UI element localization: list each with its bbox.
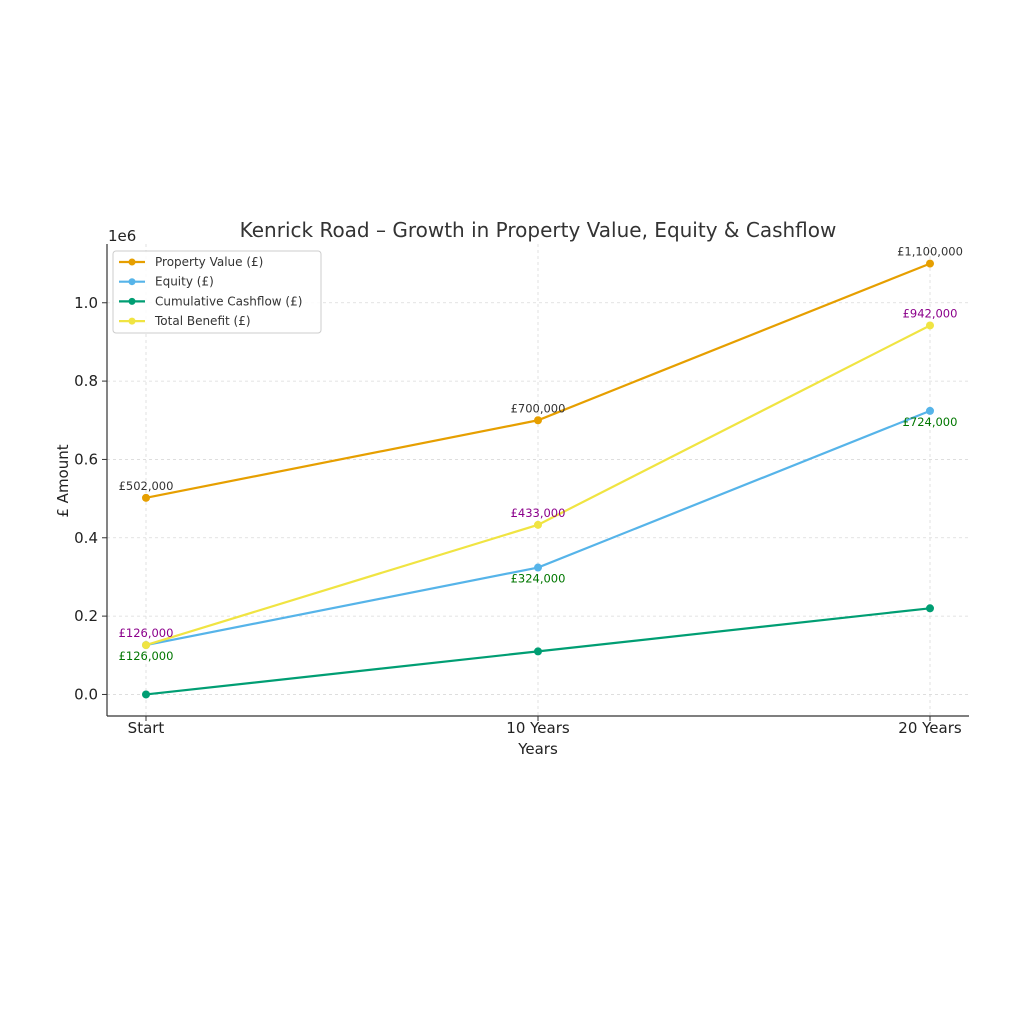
series-point-0-1 <box>534 416 542 425</box>
series-point-0-0 <box>142 493 150 502</box>
y-tick-label: 0.4 <box>74 529 98 547</box>
y-tick-label: 0.0 <box>74 685 98 703</box>
legend-marker-1 <box>128 278 136 286</box>
y-tick-label: 0.8 <box>74 372 98 390</box>
x-tick-label: 10 Years <box>506 719 570 737</box>
legend-label-2: Cumulative Cashflow (£) <box>155 294 302 308</box>
x-axis-ticks: Start 10 Years 20 Years <box>128 716 962 737</box>
data-label: £1,100,000 <box>897 245 963 259</box>
y-axis-ticks: 0.0 0.2 0.4 0.6 0.8 1.0 <box>74 294 107 703</box>
legend-label-3: Total Benefit (£) <box>154 314 251 328</box>
legend: Property Value (£) Equity (£) Cumulative C… <box>112 250 322 334</box>
series-point-3-1 <box>534 520 542 529</box>
x-tick-label: 20 Years <box>898 719 962 737</box>
series-point-3-2 <box>926 321 934 330</box>
data-label: £700,000 <box>511 401 566 415</box>
data-label: £126,000 <box>119 649 174 663</box>
series-point-3-0 <box>142 641 150 650</box>
data-labels: £502,000 £700,000 £1,100,000 £126,000 £433,0… <box>119 245 963 664</box>
x-tick-label: Start <box>128 719 165 737</box>
y-tick-label: 1.0 <box>74 294 98 312</box>
y-tick-label: 0.2 <box>74 607 98 625</box>
y-tick-label: 0.6 <box>74 450 98 468</box>
y-axis-label: £ Amount <box>54 444 72 517</box>
data-label: £724,000 <box>903 415 958 429</box>
series-lines <box>142 259 934 699</box>
series-point-2-1 <box>534 647 542 656</box>
x-axis-label: Years <box>517 740 558 758</box>
legend-box <box>112 250 322 334</box>
legend-label-0: Property Value (£) <box>155 255 263 269</box>
series-point-1-2 <box>926 406 934 415</box>
legend-marker-2 <box>128 297 136 305</box>
legend-marker-0 <box>128 258 136 266</box>
series-point-1-1 <box>534 563 542 572</box>
chart-title: Kenrick Road – Growth in Property Value,… <box>240 218 837 242</box>
axes <box>106 244 969 717</box>
data-label: £942,000 <box>903 306 958 320</box>
y-axis-offset-text: 1e6 <box>108 227 136 245</box>
data-label: £324,000 <box>511 572 566 586</box>
series-point-2-2 <box>926 604 934 613</box>
series-point-2-0 <box>142 690 150 699</box>
data-label: £502,000 <box>119 479 174 493</box>
legend-label-1: Equity (£) <box>155 275 214 289</box>
series-point-0-2 <box>926 259 934 268</box>
legend-marker-3 <box>128 317 136 325</box>
data-label: £126,000 <box>119 626 174 640</box>
data-label: £433,000 <box>511 506 566 520</box>
